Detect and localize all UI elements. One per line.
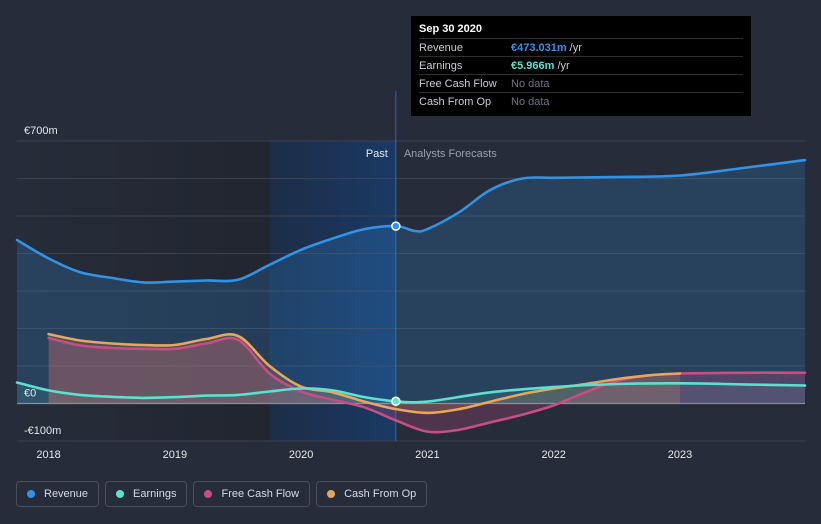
tooltip-row-cfo: Cash From Op No data	[419, 92, 743, 110]
x-axis-label: 2020	[289, 449, 313, 461]
tooltip-unit: /yr	[557, 59, 570, 72]
cfo-area	[48, 334, 681, 413]
y-axis-label: €700m	[24, 125, 58, 137]
x-axis-label: 2023	[668, 449, 692, 461]
tooltip-value: No data	[511, 77, 550, 90]
legend-item-earnings[interactable]: Earnings	[105, 481, 188, 507]
tooltip-row-fcf: Free Cash Flow No data	[419, 74, 743, 92]
tooltip-value: €473.031m	[511, 41, 567, 54]
tooltip-row-revenue: Revenue €473.031m /yr	[419, 38, 743, 56]
tooltip-date: Sep 30 2020	[419, 23, 482, 35]
earnings-line	[15, 381, 807, 404]
tooltip-label: Revenue	[419, 41, 464, 54]
legend-label: Earnings	[133, 488, 177, 500]
x-axis-label: 2019	[163, 449, 187, 461]
tooltip-unit: /yr	[569, 41, 582, 54]
tooltip-row-earnings: Earnings €5.966m /yr	[419, 56, 743, 74]
revenue-line	[15, 158, 807, 284]
x-axis-label: 2022	[541, 449, 565, 461]
tooltip-label: Earnings	[419, 59, 463, 72]
cash-from-op-dot-icon	[327, 490, 336, 498]
y-axis-label: €0	[24, 388, 36, 400]
free-cash-flow-dot-icon	[204, 490, 213, 498]
y-axis-label: -€100m	[24, 425, 61, 437]
legend-item-revenue[interactable]: Revenue	[16, 481, 100, 507]
tooltip-label: Cash From Op	[419, 95, 492, 108]
tooltip-value: No data	[511, 95, 550, 108]
legend: Revenue Earnings Free Cash Flow Cash Fro…	[16, 481, 428, 507]
revenue-dot-icon	[27, 490, 35, 498]
earnings-area	[17, 382, 805, 404]
tooltip-value: €5.966m	[511, 59, 555, 72]
earnings-dot-icon	[116, 490, 125, 498]
legend-label: Cash From Op	[344, 488, 417, 500]
tooltip: Sep 30 2020 Revenue €473.031m /yr Earnin…	[411, 16, 751, 116]
fcf-area	[48, 337, 806, 433]
forecast-label: Analysts Forecasts	[404, 148, 497, 160]
legend-item-cash-from-op[interactable]: Cash From Op	[316, 481, 428, 507]
past-label: Past	[366, 148, 388, 160]
tooltip-label: Free Cash Flow	[419, 77, 497, 90]
x-axis-label: 2018	[36, 449, 60, 461]
x-axis-label: 2021	[415, 449, 439, 461]
earnings-highlight-point	[391, 396, 401, 406]
legend-item-free-cash-flow[interactable]: Free Cash Flow	[193, 481, 311, 507]
legend-label: Revenue	[44, 488, 89, 500]
revenue-highlight-point	[391, 221, 401, 231]
legend-label: Free Cash Flow	[221, 488, 300, 500]
